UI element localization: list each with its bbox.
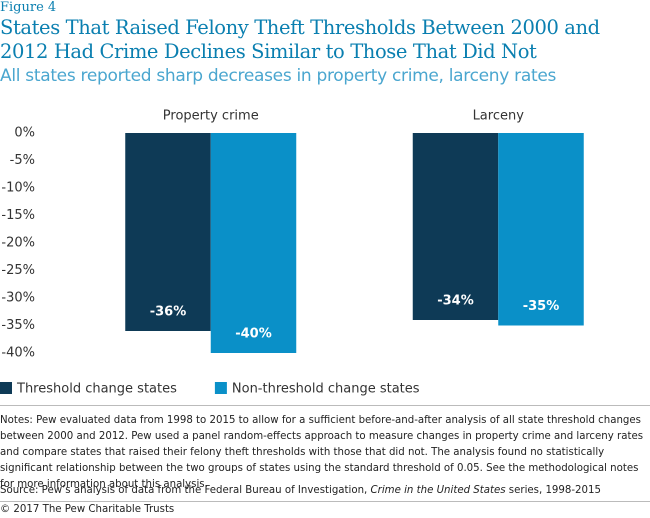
category-label: Larceny (473, 109, 525, 124)
category-label: Property crime (163, 109, 259, 124)
figure-label: Figure 4 (0, 0, 57, 15)
y-tick-label: 0% (14, 126, 35, 141)
bar (412, 133, 499, 320)
legend-label: Non-threshold change states (232, 382, 420, 397)
notes: Notes: Pew evaluated data from 1998 to 2… (0, 415, 644, 490)
y-tick-label: -30% (1, 291, 35, 306)
chart-subtitle: All states reported sharp decreases in p… (0, 66, 557, 86)
value-label: -36% (150, 305, 187, 320)
copyright: © 2017 The Pew Charitable Trusts (0, 504, 175, 515)
source-title: Crime in the United States (370, 485, 506, 496)
separator (0, 405, 650, 406)
y-tick-label: -10% (1, 181, 35, 196)
legend-swatch (214, 382, 227, 394)
y-tick-label: -35% (1, 318, 35, 333)
chart-title: States That Raised Felony Theft Threshol… (0, 16, 600, 63)
bar (210, 133, 297, 353)
y-tick-label: -40% (1, 346, 35, 361)
y-tick-label: -5% (10, 153, 35, 168)
bar (498, 133, 584, 326)
value-label: -34% (437, 294, 474, 309)
y-tick-label: -20% (1, 236, 35, 251)
value-label: -35% (523, 299, 560, 314)
source: Source: Pew’s analysis of data from the … (0, 485, 601, 496)
y-tick-label: -25% (1, 263, 35, 278)
source-text: Source: Pew’s analysis of data from the … (0, 485, 371, 496)
source-text: series, 1998-2015 (505, 485, 601, 496)
value-label: -40% (235, 327, 272, 342)
y-tick-label: -15% (1, 208, 35, 223)
legend-label: Threshold change states (16, 382, 177, 397)
separator (0, 501, 650, 502)
legend-swatch (0, 382, 12, 394)
bar (125, 133, 211, 331)
